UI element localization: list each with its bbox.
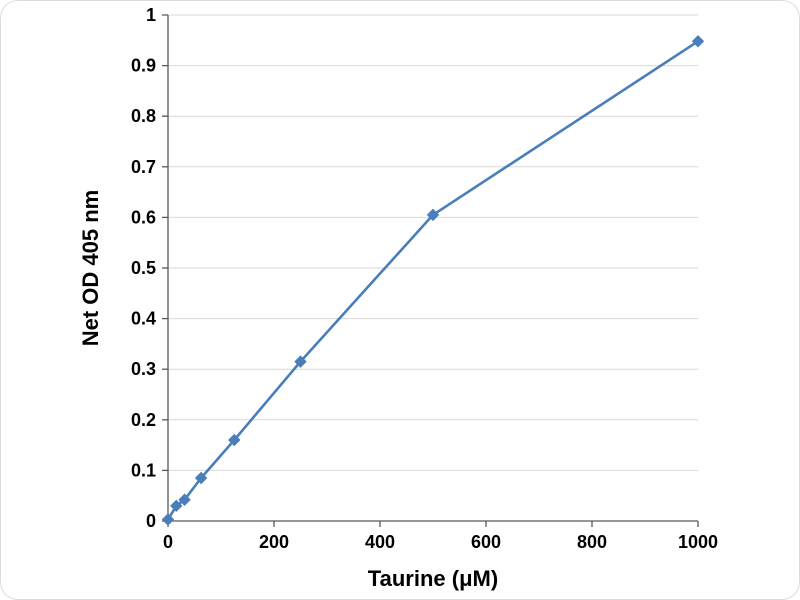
x-tick-label: 800 xyxy=(577,532,607,552)
data-point-marker xyxy=(161,513,175,526)
y-tick-label: 0.8 xyxy=(131,106,156,126)
data-point-marker xyxy=(228,433,241,447)
x-tick-label: 200 xyxy=(259,532,289,552)
data-point-marker xyxy=(178,493,191,506)
y-tick-label: 0 xyxy=(146,511,156,531)
x-tick-label: 0 xyxy=(163,532,173,552)
x-tick-label: 400 xyxy=(365,532,395,552)
data-series xyxy=(161,35,705,526)
data-point-marker xyxy=(294,355,307,368)
y-tick-label: 0.1 xyxy=(131,460,156,480)
axes xyxy=(162,14,699,527)
y-tick-label: 0.5 xyxy=(131,258,156,278)
y-tick-label: 0.7 xyxy=(131,157,156,177)
series-line xyxy=(166,40,700,521)
x-tick-label: 1000 xyxy=(678,532,718,552)
y-tick-label: 0.3 xyxy=(131,359,156,379)
y-tick-label: 1 xyxy=(146,5,156,25)
x-axis-title: Taurine (μM) xyxy=(368,566,498,591)
y-axis-title: Net OD 405 nm xyxy=(78,190,103,347)
data-point-marker xyxy=(194,471,208,485)
data-point-marker xyxy=(170,499,183,513)
gridlines xyxy=(168,14,698,471)
data-point-marker xyxy=(691,35,705,48)
y-tick-label: 0.2 xyxy=(131,410,156,430)
y-tick-label: 0.9 xyxy=(131,56,156,76)
y-tick-label: 0.4 xyxy=(131,309,156,329)
x-tick-label: 600 xyxy=(471,532,501,552)
tick-labels: 0 200 400 600 800 1000 0 0.1 0.2 0.3 0.4 0.5 0.6 0.7 0… xyxy=(131,5,718,552)
y-tick-label: 0.6 xyxy=(131,207,156,227)
data-point-marker xyxy=(426,208,440,222)
